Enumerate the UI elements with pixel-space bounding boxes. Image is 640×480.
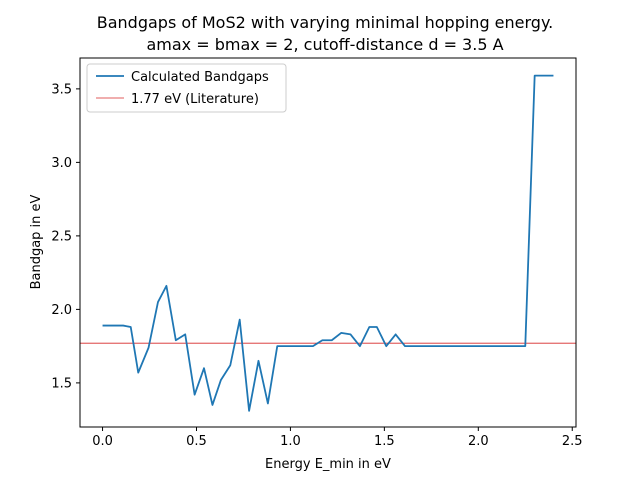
legend-box [86,63,287,113]
x-tick-label: 1.0 [280,434,301,449]
x-tick-label: 0.5 [186,434,207,449]
plot-background [80,58,576,427]
x-axis-label: Energy E_min in eV [265,457,391,472]
plot-area [79,57,577,428]
legend: Calculated Bandgaps 1.77 eV (Literature) [86,63,287,113]
y-tick-label: 2.5 [51,229,72,244]
x-tick-label: 2.0 [468,434,489,449]
y-tick-label: 3.5 [51,82,72,97]
chart-title-line1: Bandgaps of MoS2 with varying minimal ho… [97,13,553,32]
x-tick-label: 1.5 [374,434,395,449]
legend-label-literature: 1.77 eV (Literature) [131,92,259,107]
x-tick-label: 0.0 [92,434,113,449]
y-axis-label: Bandgap in eV [29,194,44,289]
plot-frame [79,57,577,428]
y-tick-label: 1.5 [51,376,72,391]
legend-label-calculated-bandgaps: Calculated Bandgaps [131,70,269,85]
chart-title-line2: amax = bmax = 2, cutoff-distance d = 3.5… [146,35,503,54]
y-axis-ticks: 1.5 2.0 2.5 3.0 3.5 [51,82,80,391]
x-axis-ticks: 0.0 0.5 1.0 1.5 2.0 2.5 [92,427,583,449]
y-tick-label: 2.0 [51,303,72,318]
y-tick-label: 3.0 [51,156,72,171]
x-tick-label: 2.5 [562,434,583,449]
series-group [102,74,554,412]
series-line-calculated-bandgaps [102,74,554,412]
